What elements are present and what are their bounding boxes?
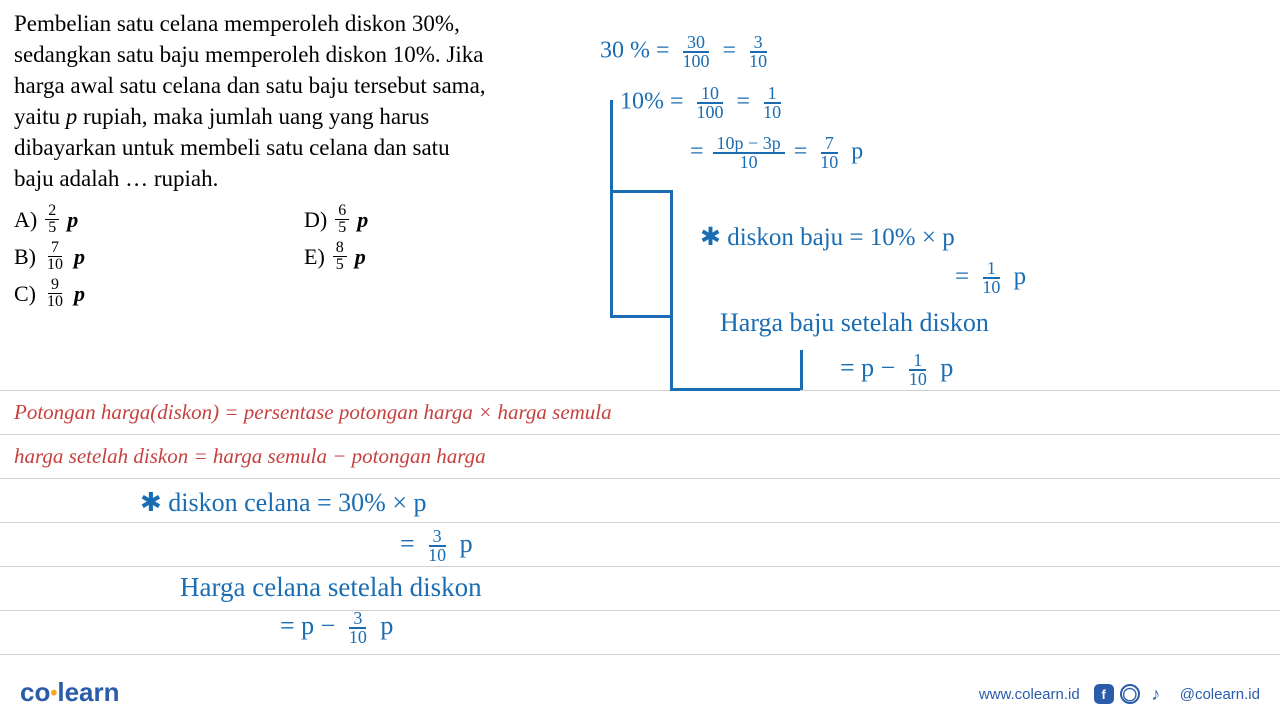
question-line: Pembelian satu celana memperoleh diskon … [14, 8, 574, 39]
hw-10pct: 10% = 10100 = 110 [620, 85, 788, 121]
formula-discount: Potongan harga(diskon) = persentase poto… [14, 400, 612, 425]
formula-after-discount: harga setelah diskon = harga semula − po… [14, 444, 486, 469]
hw-30pct: 30 % = 30100 = 310 [600, 34, 774, 70]
question-line: harga awal satu celana dan satu baju ter… [14, 70, 574, 101]
option-a: A) 25 p [14, 203, 134, 236]
hw-celana-line3: Harga celana setelah diskon [180, 572, 482, 603]
answer-options: A) 25 p D) 65 p B) 710 p E) 85 p C) 910 … [14, 203, 424, 314]
hw-baju-line3: Harga baju setelah diskon [720, 308, 989, 338]
footer: co•learn www.colearn.id f ◯ ♪ @colearn.i… [0, 678, 1280, 708]
option-b: B) 710 p [14, 240, 134, 273]
tiktok-icon: ♪ [1146, 684, 1166, 704]
hw-celana-line2: = 310 p [400, 528, 473, 564]
bracket-line [670, 388, 800, 391]
question-line: dibayarkan untuk membeli satu celana dan… [14, 132, 574, 163]
footer-right: www.colearn.id f ◯ ♪ @colearn.id [979, 684, 1260, 704]
hw-baju-line4: = p − 110 p [840, 352, 953, 388]
bracket-line [610, 100, 613, 315]
bracket-line [610, 315, 670, 318]
option-c: C) 910 p [14, 277, 134, 310]
bracket-line [610, 190, 670, 193]
hw-combine: = 10p − 3p10 = 710 p [690, 135, 863, 171]
bracket-line [670, 190, 673, 390]
option-d: D) 65 p [304, 203, 424, 236]
question-text: Pembelian satu celana memperoleh diskon … [14, 8, 574, 194]
hw-celana-line4: = p − 310 p [280, 610, 393, 646]
facebook-icon: f [1094, 684, 1114, 704]
bracket-line [800, 350, 803, 390]
question-line: sedangkan satu baju memperoleh diskon 10… [14, 39, 574, 70]
brand-logo: co•learn [20, 677, 120, 708]
footer-handle: @colearn.id [1180, 686, 1260, 703]
hw-baju-line2: = 110 p [955, 260, 1026, 296]
instagram-icon: ◯ [1120, 684, 1140, 704]
option-e: E) 85 p [304, 240, 424, 273]
hw-celana-line1: ✱ diskon celana = 30% × p [140, 488, 427, 518]
question-line: yaitu p rupiah, maka jumlah uang yang ha… [14, 101, 574, 132]
hw-baju-line1: ✱ diskon baju = 10% × p [700, 222, 955, 252]
footer-url: www.colearn.id [979, 686, 1080, 703]
social-icons: f ◯ ♪ [1094, 684, 1166, 704]
question-line: baju adalah … rupiah. [14, 163, 574, 194]
